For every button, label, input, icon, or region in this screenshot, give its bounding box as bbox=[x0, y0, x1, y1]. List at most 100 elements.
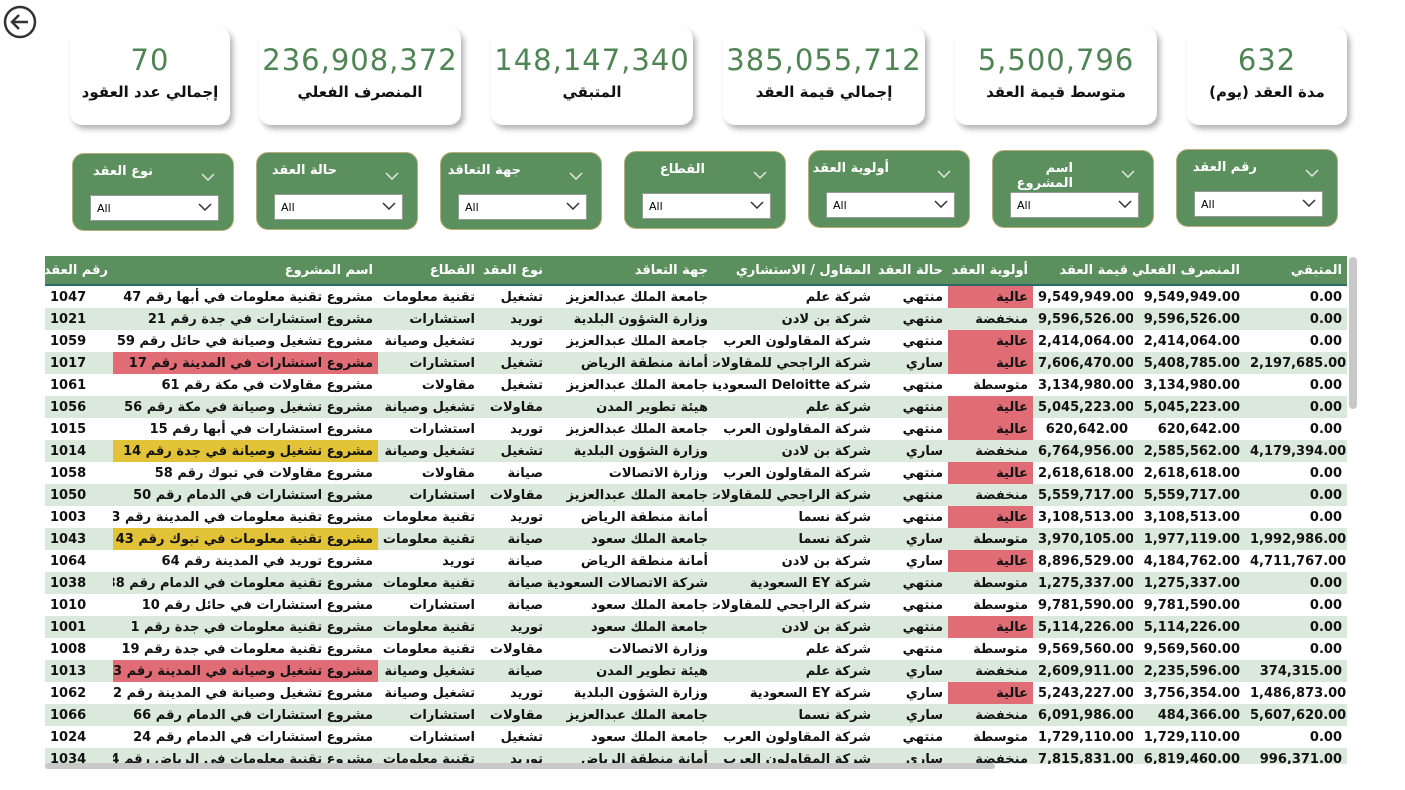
table-cell: 1017 bbox=[45, 352, 113, 374]
table-cell: استشارات bbox=[378, 594, 480, 616]
filter-dropdown[interactable]: All bbox=[642, 192, 771, 219]
filter-title: رقم العقد bbox=[1192, 159, 1257, 175]
filter-selected: All bbox=[465, 200, 479, 214]
table-cell: مقاولات bbox=[480, 484, 548, 506]
table-cell: مشروع تقنية معلومات في الدمام رقم 38 bbox=[113, 572, 378, 594]
filter-dropdown[interactable]: All bbox=[826, 192, 955, 219]
table-row: 1058 مشروع مقاولات في تبوك رقم 58 مقاولات ص… bbox=[45, 462, 1347, 484]
table-cell: 0.00 bbox=[1245, 726, 1347, 748]
table-cell: تشغيل وصيانة bbox=[378, 396, 480, 418]
kpi-value: 5,500,796 bbox=[977, 43, 1135, 77]
table-cell: 6,819,460.00 bbox=[1133, 748, 1245, 764]
table-cell: توريد bbox=[480, 418, 548, 440]
table-cell: 1,275,337.00 bbox=[1033, 572, 1133, 594]
filter-dropdown[interactable]: All bbox=[1010, 191, 1139, 218]
table-cell: 6,764,956.00 bbox=[1033, 440, 1133, 462]
table-cell: 1013 bbox=[45, 660, 113, 682]
table-cell: منتهي bbox=[876, 396, 948, 418]
table-cell: 9,549,949.00 bbox=[1033, 285, 1133, 308]
table-cell: متوسطة bbox=[948, 594, 1033, 616]
kpi-value: 148,147,340 bbox=[494, 43, 690, 77]
table-cell: مشروع تشغيل وصيانة في جدة رقم 14 bbox=[113, 440, 378, 462]
column-header[interactable]: نوع العقد bbox=[480, 256, 548, 286]
table-cell: مشروع استشارات في الدمام رقم 66 bbox=[113, 704, 378, 726]
table-cell: 1014 bbox=[45, 440, 113, 462]
column-header[interactable]: حالة العقد bbox=[876, 256, 948, 286]
filter-dropdown[interactable]: All bbox=[274, 194, 403, 221]
table-cell: عالية bbox=[948, 550, 1033, 572]
table-row: 1008 مشروع تقنية معلومات في جدة رقم 19 تقن… bbox=[45, 638, 1347, 660]
table-cell: تقنية معلومات bbox=[378, 572, 480, 594]
filter-dropdown[interactable]: All bbox=[458, 193, 587, 220]
table-cell: شركة الراجحي للمقاولات bbox=[713, 484, 876, 506]
table-cell: شركة نسما bbox=[713, 704, 876, 726]
table-cell: 2,585,562.00 bbox=[1133, 440, 1245, 462]
table-cell: 5,243,227.00 bbox=[1033, 682, 1133, 704]
table-cell: 5,559,717.00 bbox=[1133, 484, 1245, 506]
table-cell: صيانة bbox=[480, 660, 548, 682]
table-cell: مقاولات bbox=[480, 638, 548, 660]
filter-title: اسم المشروع bbox=[1016, 160, 1073, 191]
table-cell: وزارة الشؤون البلدية bbox=[548, 440, 713, 462]
kpi-value: 632 bbox=[1237, 43, 1297, 77]
table-cell: 0.00 bbox=[1245, 308, 1347, 330]
table-cell: تقنية معلومات bbox=[378, 506, 480, 528]
table-cell: أمانة منطقة الرياض bbox=[548, 748, 713, 764]
table-cell: 0.00 bbox=[1245, 462, 1347, 484]
table-cell: استشارات bbox=[378, 308, 480, 330]
column-header[interactable]: اسم المشروع bbox=[113, 256, 378, 286]
table-cell: استشارات bbox=[378, 704, 480, 726]
table-cell: تشغيل bbox=[480, 440, 548, 462]
filter-selected: All bbox=[833, 199, 847, 213]
column-header[interactable]: قيمة العقد bbox=[1033, 256, 1133, 286]
table-cell: 1003 bbox=[45, 506, 113, 528]
table-cell: تقنية معلومات bbox=[378, 638, 480, 660]
table-cell: مشروع تشغيل وصيانة في مكة رقم 56 bbox=[113, 396, 378, 418]
filter-dropdown[interactable]: All bbox=[1194, 190, 1323, 217]
vertical-scrollbar[interactable] bbox=[1349, 257, 1357, 409]
table-cell: تشغيل وصيانة bbox=[378, 330, 480, 352]
table-cell: مقاولات bbox=[378, 462, 480, 484]
table-row: 1056 مشروع تشغيل وصيانة في مكة رقم 56 تشغي… bbox=[45, 396, 1347, 418]
table-cell: توريد bbox=[480, 330, 548, 352]
table-cell: مشروع تقنية معلومات في أبها رقم 47 bbox=[113, 285, 378, 308]
table-cell: ساري bbox=[876, 352, 948, 374]
table-cell: 1056 bbox=[45, 396, 113, 418]
column-header[interactable]: المقاول / الاستشاري bbox=[713, 256, 876, 286]
table-cell: تشغيل وصيانة bbox=[378, 660, 480, 682]
table-container: رقم العقد اسم المشروع القطاع نوع العقد جهة ا… bbox=[45, 256, 1347, 764]
column-header[interactable]: رقم العقد bbox=[45, 256, 113, 286]
table-row: 1015 مشروع استشارات في أبها رقم 15 استشارا… bbox=[45, 418, 1347, 440]
filter-card: نوع العقد All bbox=[72, 153, 234, 231]
kpi-label: إجمالي قيمة العقد bbox=[755, 83, 893, 101]
column-header[interactable]: أولوية العقد bbox=[948, 256, 1033, 286]
table-cell: 1061 bbox=[45, 374, 113, 396]
chevron bbox=[937, 170, 951, 179]
table-cell: 374,315.00 bbox=[1245, 660, 1347, 682]
filter-selected: All bbox=[97, 202, 111, 215]
table-cell: عالية bbox=[948, 616, 1033, 638]
table-cell: 2,414,064.00 bbox=[1033, 330, 1133, 352]
table-cell: صيانة bbox=[480, 550, 548, 572]
table-cell: شركة المقاولون العرب bbox=[713, 418, 876, 440]
kpi-card: 385,055,712 إجمالي قيمة العقد bbox=[723, 27, 925, 125]
filter-card: القطاع All bbox=[624, 150, 786, 229]
table-cell: مشروع تقنية معلومات في تبوك رقم 43 bbox=[113, 528, 378, 550]
kpi-card: 632 مدة العقد (يوم) bbox=[1187, 27, 1347, 125]
horizontal-scrollbar[interactable] bbox=[45, 763, 995, 769]
table-cell: منتهي bbox=[876, 462, 948, 484]
table-cell: مشروع استشارات في حائل رقم 10 bbox=[113, 594, 378, 616]
column-header[interactable]: المتبقي bbox=[1245, 256, 1347, 286]
column-header[interactable]: جهة التعاقد bbox=[548, 256, 713, 286]
filter-dropdown[interactable]: All bbox=[90, 195, 219, 221]
back-button[interactable] bbox=[3, 5, 37, 39]
table-row: 1001 مشروع تقنية معلومات في جدة رقم 1 تقني… bbox=[45, 616, 1347, 638]
column-header[interactable]: المنصرف الفعلي bbox=[1133, 256, 1245, 286]
table-cell: جامعة الملك عبدالعزيز bbox=[548, 484, 713, 506]
column-header[interactable]: القطاع bbox=[378, 256, 480, 286]
table-cell: منخفضة bbox=[948, 440, 1033, 462]
table-cell: منتهي bbox=[876, 726, 948, 748]
